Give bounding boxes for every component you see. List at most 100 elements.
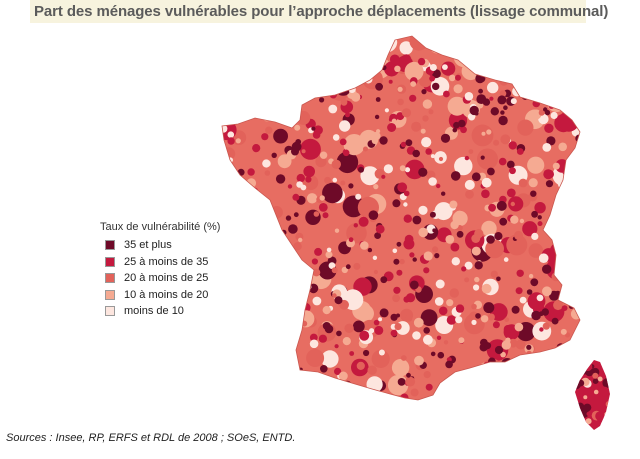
- map-patch: [485, 366, 492, 373]
- page-title: Part des ménages vulnérables pour l’appr…: [34, 3, 609, 20]
- map-patch: [550, 111, 558, 120]
- map-patch: [436, 183, 441, 189]
- map-patch: [353, 262, 361, 270]
- map-patch: [455, 304, 465, 313]
- map-patch: [254, 79, 263, 88]
- map-patch: [436, 335, 442, 340]
- map-patch: [522, 54, 527, 59]
- map-patch: [374, 232, 381, 240]
- map-patch: [472, 388, 478, 393]
- map-patch: [502, 52, 518, 68]
- map-patch: [568, 258, 580, 278]
- map-patch: [272, 232, 279, 240]
- map-patch: [496, 276, 501, 282]
- map-patch: [222, 201, 235, 214]
- map-patch: [606, 371, 610, 379]
- map-patch: [575, 360, 579, 361]
- map-patch: [474, 261, 483, 270]
- map-patch: [425, 148, 433, 155]
- map-patch: [238, 286, 244, 292]
- map-patch: [464, 155, 470, 161]
- map-patch: [542, 286, 552, 297]
- map-patch: [331, 65, 346, 80]
- map-patch: [356, 361, 365, 370]
- map-patch: [244, 340, 250, 346]
- map-patch: [583, 403, 592, 412]
- map-patch: [486, 235, 495, 244]
- map-patch: [249, 268, 256, 275]
- map-patch: [341, 266, 348, 274]
- map-patch: [499, 76, 509, 86]
- map-patch: [560, 187, 566, 193]
- map-patch: [500, 394, 510, 400]
- map-patch: [249, 309, 269, 329]
- map-patch: [238, 41, 247, 50]
- map-patch: [247, 272, 257, 281]
- map-patch: [332, 177, 338, 183]
- map-patch: [248, 396, 257, 400]
- map-patch: [239, 384, 256, 400]
- map-patch: [324, 390, 332, 398]
- map-patch: [329, 386, 336, 392]
- map-patch: [345, 264, 351, 270]
- map-patch: [410, 388, 419, 397]
- map-patch: [549, 290, 559, 301]
- map-legend: Taux de vulnérabilité (%) 35 et plus 25 …: [100, 221, 220, 320]
- map-patch: [331, 159, 341, 169]
- map-patch: [242, 82, 248, 88]
- map-patch: [313, 75, 322, 84]
- map-patch: [564, 350, 573, 358]
- map-patch: [567, 157, 574, 164]
- map-patch: [260, 97, 271, 107]
- map-patch: [393, 286, 401, 294]
- map-patch: [529, 377, 535, 384]
- map-patch: [452, 127, 458, 133]
- map-patch: [261, 69, 273, 81]
- map-patch: [300, 75, 308, 82]
- map-patch: [534, 202, 546, 214]
- map-patch: [423, 251, 433, 261]
- map-patch: [488, 66, 497, 74]
- map-patch: [328, 104, 338, 114]
- map-patch: [543, 85, 551, 93]
- map-patch: [391, 359, 410, 377]
- map-patch: [528, 273, 534, 279]
- map-patch: [480, 155, 485, 160]
- map-patch: [261, 83, 271, 92]
- map-patch: [489, 69, 498, 78]
- map-patch: [254, 302, 260, 308]
- map-patch: [306, 349, 325, 367]
- map-patch: [267, 39, 272, 44]
- map-patch: [260, 254, 269, 263]
- map-patch: [321, 37, 339, 54]
- map-patch: [563, 353, 577, 367]
- map-patch: [523, 80, 530, 86]
- map-patch: [571, 162, 577, 168]
- map-patch: [551, 272, 561, 282]
- map-patch: [421, 89, 427, 95]
- map-patch: [293, 212, 299, 218]
- map-patch: [363, 349, 370, 357]
- map-patch: [440, 133, 451, 143]
- map-patch: [260, 298, 267, 305]
- map-patch: [531, 210, 538, 218]
- map-patch: [516, 148, 524, 155]
- map-patch: [478, 396, 486, 400]
- map-patch: [568, 257, 580, 270]
- map-patch: [255, 97, 265, 107]
- map-patch: [336, 330, 342, 337]
- map-patch: [526, 289, 533, 295]
- map-patch: [342, 71, 348, 76]
- map-patch: [324, 324, 334, 334]
- map-patch: [268, 251, 273, 256]
- map-patch: [537, 69, 545, 78]
- map-patch: [449, 200, 458, 209]
- map-patch: [332, 293, 337, 298]
- map-patch: [542, 322, 550, 330]
- map-patch: [519, 218, 525, 224]
- map-patch: [420, 309, 438, 326]
- map-patch: [293, 389, 309, 400]
- map-patch: [545, 96, 550, 101]
- map-patch: [314, 247, 323, 256]
- map-patch: [222, 194, 228, 203]
